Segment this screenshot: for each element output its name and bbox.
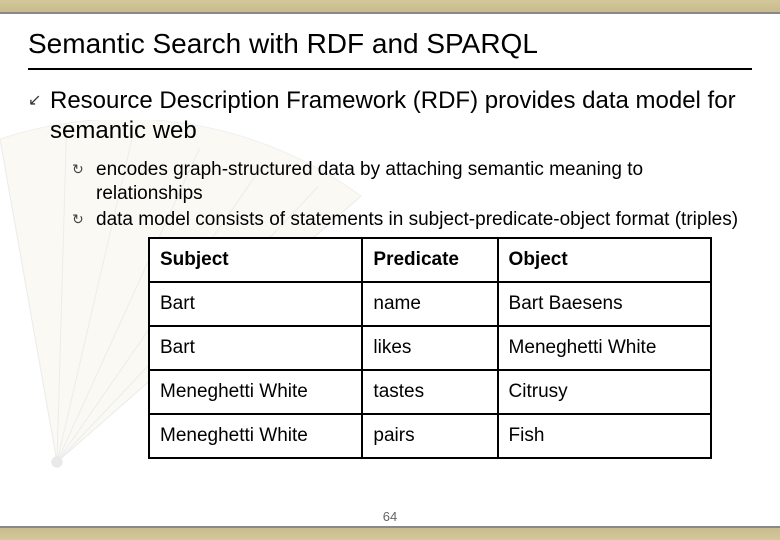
- table-cell: Meneghetti White: [149, 370, 362, 414]
- top-decorative-bar: [0, 0, 780, 14]
- table-cell: tastes: [362, 370, 497, 414]
- sub-bullet-row: ↻ encodes graph-structured data by attac…: [72, 158, 752, 206]
- sub-bullet-arrow-icon: ↻: [72, 208, 96, 228]
- column-header: Subject: [149, 238, 362, 282]
- page-number: 64: [0, 509, 780, 524]
- slide-title: Semantic Search with RDF and SPARQL: [28, 28, 752, 70]
- table-row: Bart name Bart Baesens: [149, 282, 711, 326]
- table-row: Meneghetti White pairs Fish: [149, 414, 711, 458]
- column-header: Predicate: [362, 238, 497, 282]
- table-row: Bart likes Meneghetti White: [149, 326, 711, 370]
- table-cell: Bart: [149, 282, 362, 326]
- main-bullet-row: ↙ Resource Description Framework (RDF) p…: [28, 86, 752, 146]
- table-cell: Meneghetti White: [498, 326, 711, 370]
- table-row: Meneghetti White tastes Citrusy: [149, 370, 711, 414]
- bullet-arrow-icon: ↙: [28, 86, 50, 110]
- sub-bullet-row: ↻ data model consists of statements in s…: [72, 208, 752, 232]
- sub-bullet-arrow-icon: ↻: [72, 158, 96, 178]
- slide-content: Semantic Search with RDF and SPARQL ↙ Re…: [0, 14, 780, 459]
- sub-bullet-list: ↻ encodes graph-structured data by attac…: [28, 158, 752, 231]
- table-container: Subject Predicate Object Bart name Bart …: [28, 237, 752, 459]
- table-cell: Meneghetti White: [149, 414, 362, 458]
- table-cell: Bart Baesens: [498, 282, 711, 326]
- sub-bullet-text: encodes graph-structured data by attachi…: [96, 158, 752, 206]
- column-header: Object: [498, 238, 711, 282]
- table-header-row: Subject Predicate Object: [149, 238, 711, 282]
- table-cell: Citrusy: [498, 370, 711, 414]
- rdf-triples-table: Subject Predicate Object Bart name Bart …: [148, 237, 712, 459]
- bottom-decorative-bar: [0, 526, 780, 540]
- sub-bullet-text: data model consists of statements in sub…: [96, 208, 738, 232]
- table-cell: Fish: [498, 414, 711, 458]
- table-cell: likes: [362, 326, 497, 370]
- table-cell: pairs: [362, 414, 497, 458]
- main-bullet-text: Resource Description Framework (RDF) pro…: [50, 86, 752, 146]
- table-cell: Bart: [149, 326, 362, 370]
- table-cell: name: [362, 282, 497, 326]
